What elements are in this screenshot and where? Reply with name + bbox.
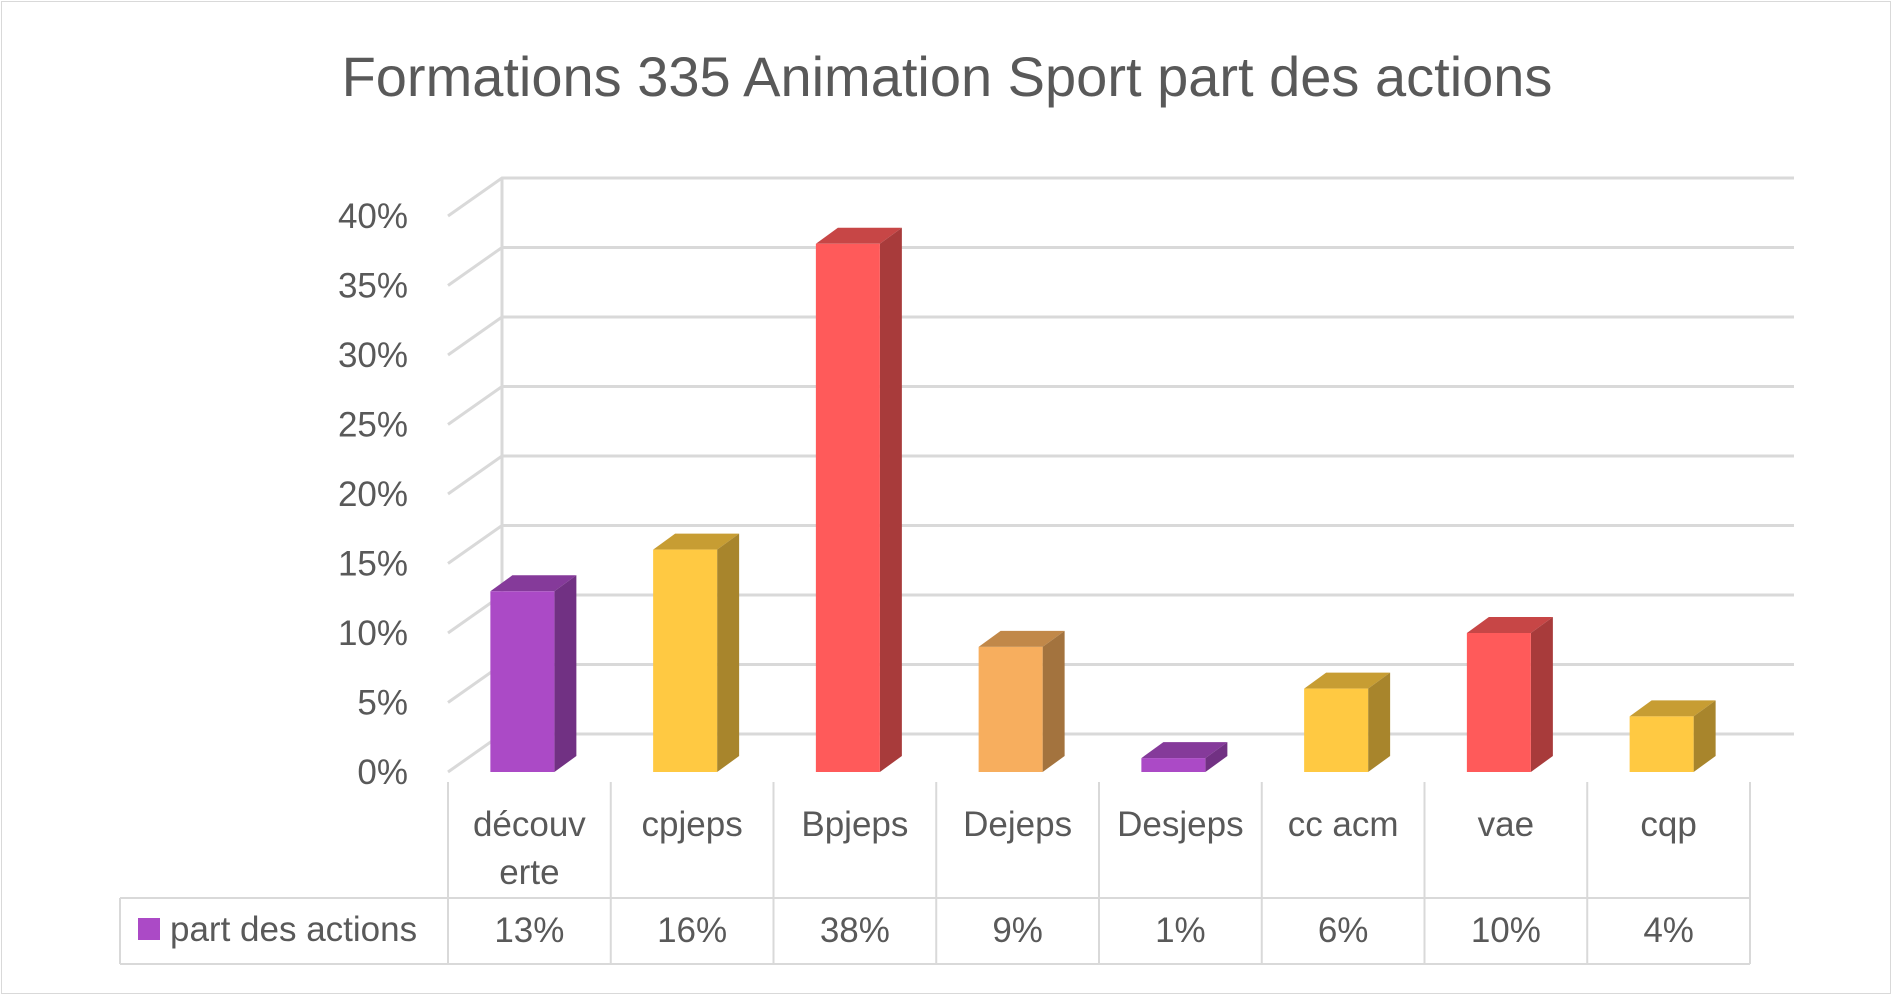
bar-top-face xyxy=(815,227,902,244)
data-value-label: 9% xyxy=(992,911,1043,950)
legend-swatch xyxy=(138,918,160,940)
y-tick-label: 5% xyxy=(357,684,408,723)
bar-front-face xyxy=(1629,716,1694,772)
bar-front-face xyxy=(1466,633,1531,772)
category-label: Bpjeps xyxy=(801,805,908,844)
gridline xyxy=(447,315,1794,357)
data-value-label: 4% xyxy=(1643,911,1694,950)
category-label: cqp xyxy=(1640,805,1696,844)
category-label: Desjeps xyxy=(1117,805,1243,844)
y-tick-label: 35% xyxy=(338,267,408,306)
bar-side-face xyxy=(1368,672,1391,772)
legend-label: part des actions xyxy=(170,910,417,949)
bar-3 xyxy=(815,227,902,773)
gridline xyxy=(447,732,1794,774)
bar-top-face xyxy=(653,533,740,550)
y-axis-ticks: 0% 5% 10% 15% 20% 25% 30% 35% 40% xyxy=(338,197,408,792)
y-tick-label: 10% xyxy=(338,614,408,653)
bar-front-face xyxy=(978,646,1043,772)
bar-side-face xyxy=(1205,742,1228,772)
bar-front-face xyxy=(1141,758,1206,772)
y-tick-label: 15% xyxy=(338,545,408,584)
bar-side-face xyxy=(1042,630,1065,772)
data-value-label: 38% xyxy=(820,911,890,950)
data-value-label: 1% xyxy=(1155,911,1206,950)
y-tick-label: 30% xyxy=(338,336,408,375)
category-label: découv erte xyxy=(473,805,586,892)
gridline xyxy=(447,385,1794,426)
category-label: cc acm xyxy=(1288,805,1399,844)
y-tick-label: 0% xyxy=(357,753,408,792)
bar-side-face xyxy=(879,227,902,773)
bar-7 xyxy=(1466,617,1553,772)
bar-4 xyxy=(978,630,1065,772)
bar-top-face xyxy=(1466,617,1553,633)
bar-front-face xyxy=(1304,688,1369,772)
data-table: découv erte cpjeps Bpjeps Dejeps Desjeps cc ac… xyxy=(119,782,1751,965)
gridline xyxy=(447,524,1794,565)
bar-top-face xyxy=(490,575,577,592)
category-label: cpjeps xyxy=(642,805,743,844)
y-tick-label: 20% xyxy=(338,475,408,514)
bars xyxy=(490,227,1716,773)
gridline xyxy=(447,176,1794,218)
bar-5 xyxy=(1141,742,1228,772)
bar-top-face xyxy=(1141,742,1228,759)
bar-front-face xyxy=(490,591,555,772)
bar-6 xyxy=(1304,672,1391,772)
bar-2 xyxy=(653,533,740,772)
category-label: vae xyxy=(1478,805,1534,844)
data-value-label: 6% xyxy=(1318,911,1369,950)
bar-front-face xyxy=(653,549,718,772)
bar-top-face xyxy=(1304,672,1391,689)
bar-side-face xyxy=(1530,617,1553,772)
gridlines xyxy=(447,176,1794,774)
data-value-label: 16% xyxy=(657,911,727,950)
bar-side-face xyxy=(717,533,740,772)
bar-front-face xyxy=(815,243,880,773)
chart-title: Formations 335 Animation Sport part des … xyxy=(342,45,1553,108)
bar-top-face xyxy=(1629,700,1716,717)
y-tick-label: 40% xyxy=(338,197,408,236)
category-label: Dejeps xyxy=(963,805,1072,844)
gridline xyxy=(447,454,1794,496)
bar-8 xyxy=(1629,700,1716,772)
gridline xyxy=(447,246,1794,287)
bar-1 xyxy=(490,575,577,772)
y-tick-label: 25% xyxy=(338,406,408,445)
bar-top-face xyxy=(978,630,1065,647)
bar-side-face xyxy=(554,575,577,772)
gridline xyxy=(447,663,1794,704)
gridline xyxy=(447,593,1794,635)
data-value-label: 10% xyxy=(1471,911,1541,950)
bar-side-face xyxy=(1693,700,1716,772)
data-value-label: 13% xyxy=(494,911,564,950)
